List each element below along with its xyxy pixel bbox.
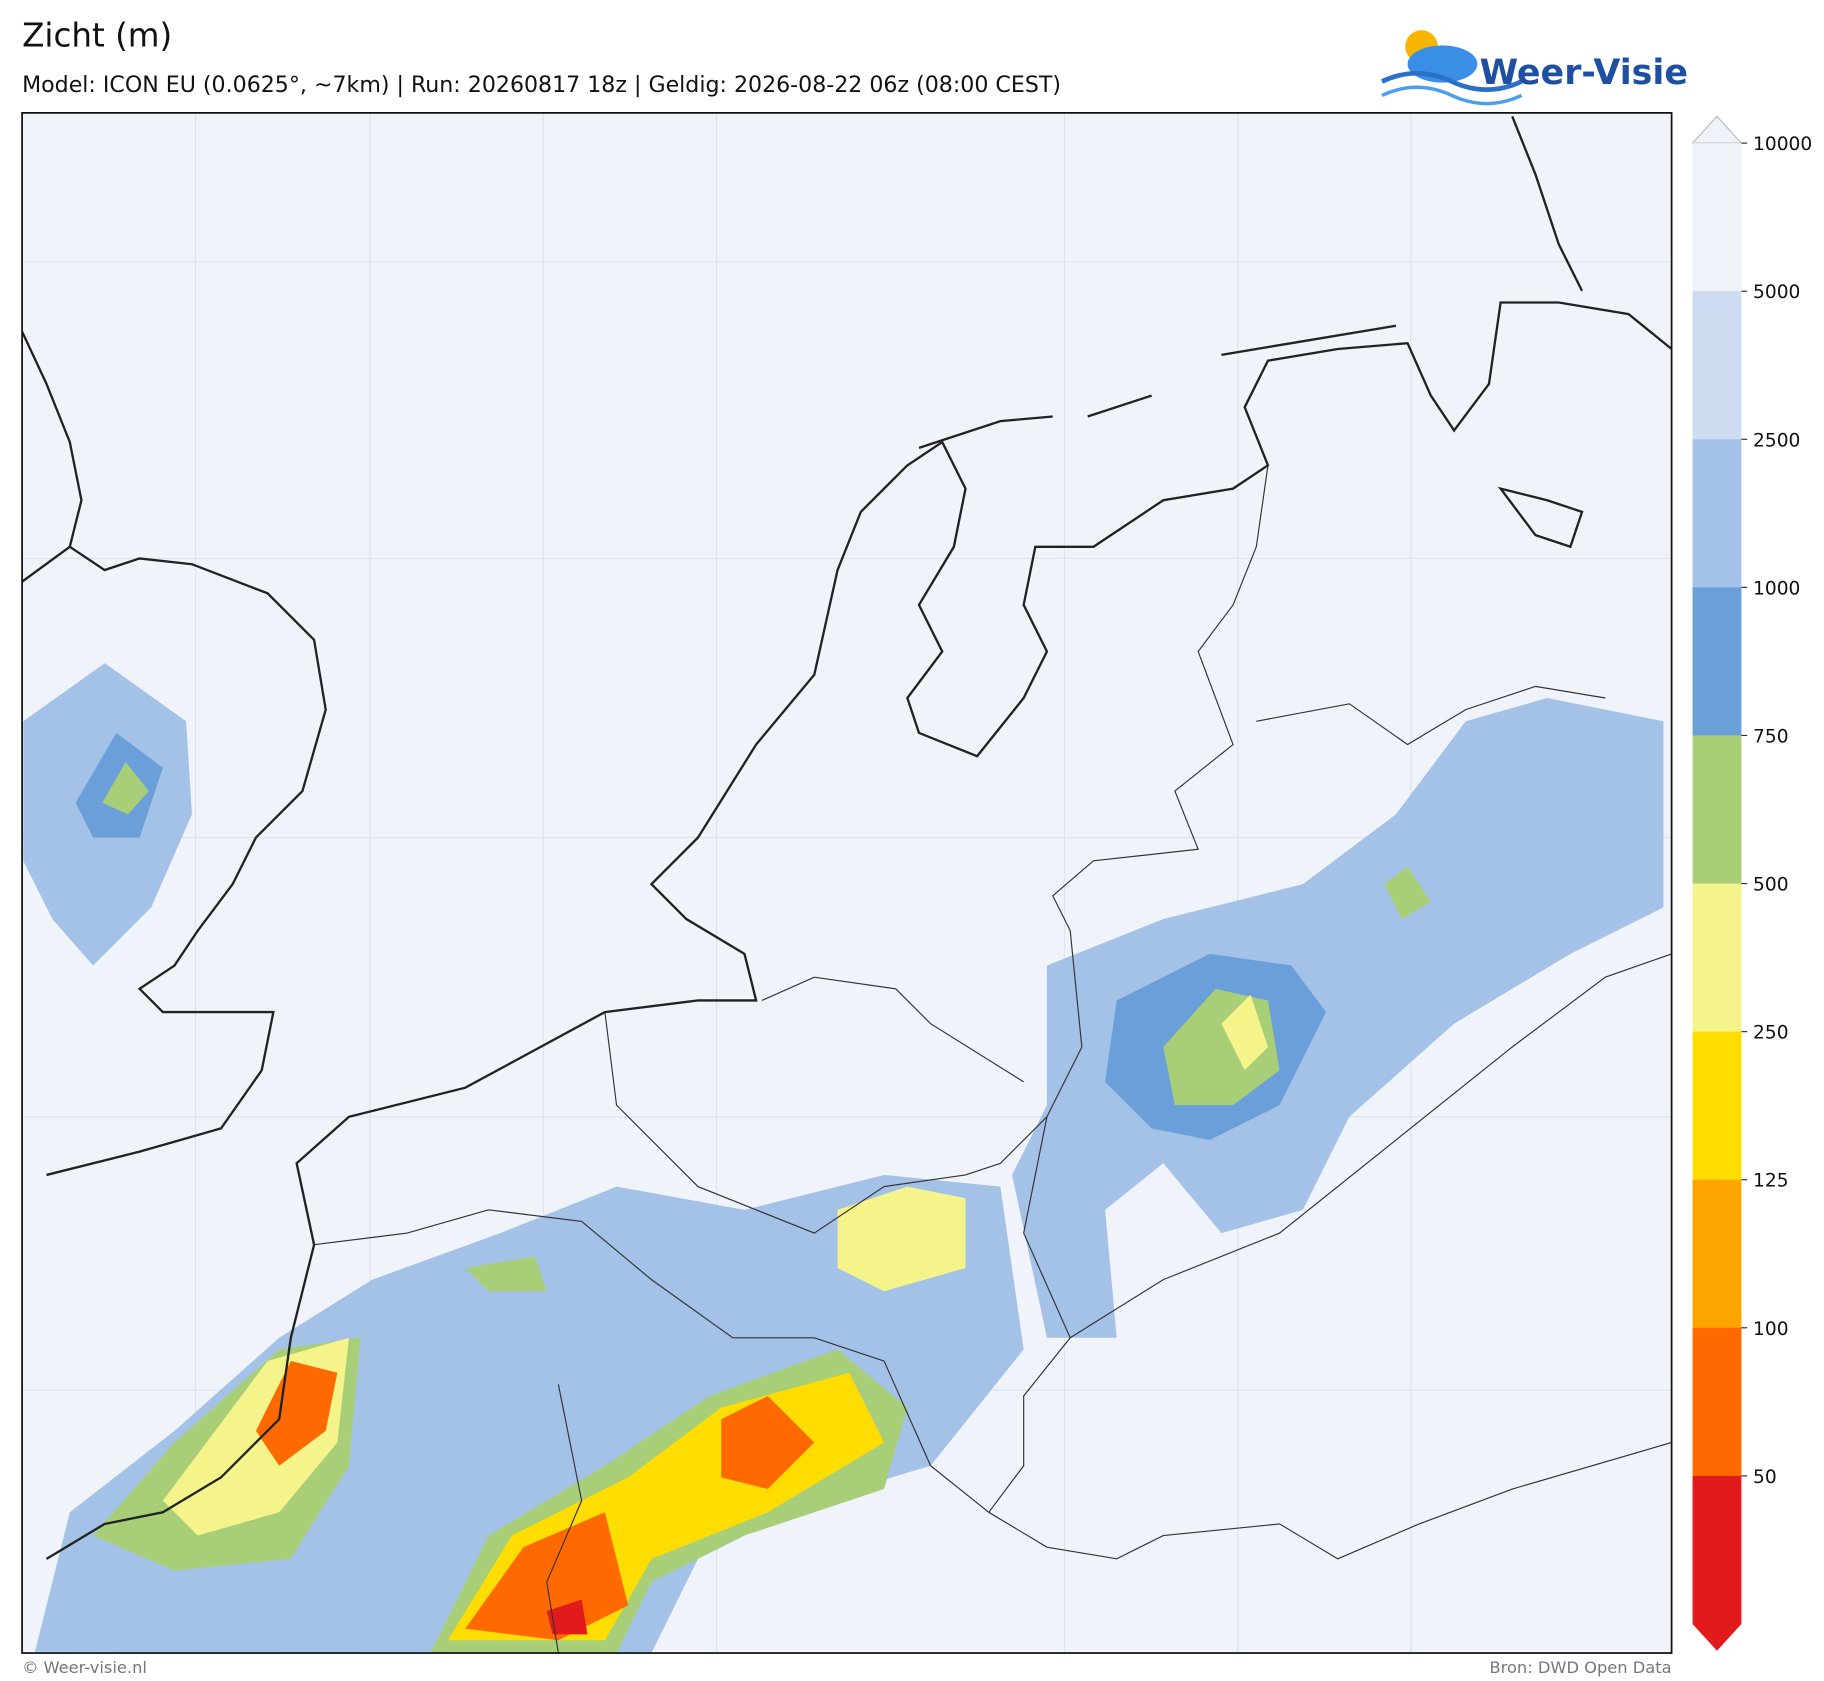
visibility-fields: [23, 663, 1664, 1654]
colorbar-tick-label: 100: [1753, 1319, 1789, 1340]
borders: [314, 465, 1672, 1654]
colorbar-band: [1692, 1031, 1742, 1181]
coastlines: [22, 115, 1672, 1560]
colorbar-tick-label: 5000: [1753, 282, 1800, 303]
colorbar-band: [1692, 143, 1742, 292]
subtitle: Model: ICON EU (0.0625°, ~7km) | Run: 20…: [22, 72, 1061, 98]
colorbar-band: [1692, 1179, 1742, 1329]
colorbar-tick-label: 2500: [1753, 430, 1800, 451]
colorbar-band: [1692, 883, 1742, 1033]
colorbar-tick-label: 10000: [1753, 134, 1812, 155]
colorbar-band: [1692, 587, 1742, 737]
colorbar-tick-label: 250: [1753, 1023, 1789, 1044]
colorbar-tick-label: 1000: [1753, 578, 1800, 599]
footer-right: Bron: DWD Open Data: [1489, 1658, 1671, 1677]
map-frame: [21, 112, 1673, 1654]
colorbar-tick-label: 125: [1753, 1171, 1789, 1192]
map: [21, 112, 1673, 1654]
colorbar-extension-top: [1691, 115, 1743, 144]
colorbar-band: [1692, 439, 1742, 588]
colorbar-tick-label: 50: [1753, 1467, 1777, 1488]
colorbar-band: [1692, 291, 1742, 440]
colorbar-tick-label: 750: [1753, 726, 1789, 747]
title: Zicht (m): [22, 17, 172, 55]
footer-left: © Weer-visie.nl: [22, 1658, 147, 1677]
colorbar-band: [1692, 1327, 1742, 1477]
colorbar-band: [1692, 735, 1742, 885]
colorbar-band: [1692, 1475, 1742, 1625]
logo-text: Weer-Visie: [1480, 53, 1688, 93]
colorbar-tick-label: 500: [1753, 875, 1789, 896]
logo: Weer-Visie: [1380, 30, 1688, 106]
colorbar-extension-bottom: [1692, 1623, 1742, 1651]
colorbar: 10000 5000 2500 1000 750 500 250 125 100 50: [1691, 115, 1812, 1651]
